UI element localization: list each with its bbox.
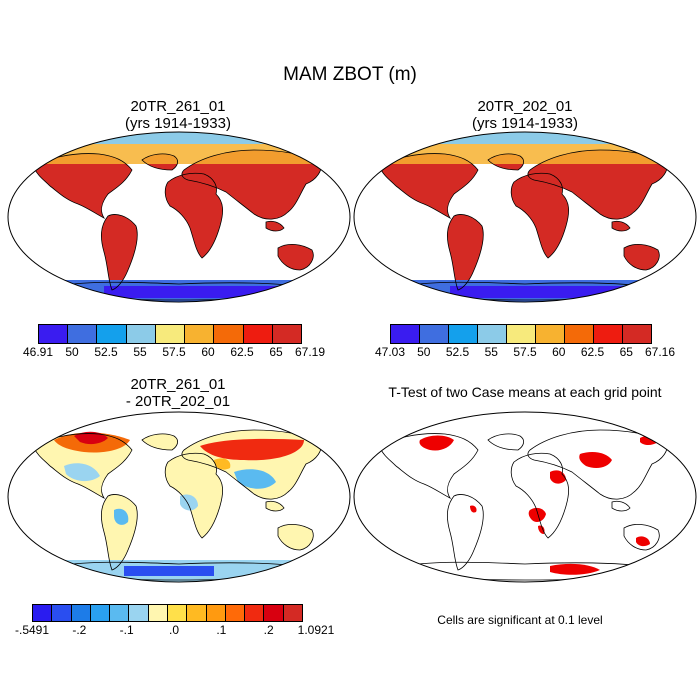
map-border (7, 131, 351, 303)
colorbar-swatch (96, 324, 127, 344)
colorbar-label: 57.5 (162, 345, 186, 359)
colorbar-label: 60 (201, 345, 215, 359)
panel-title-case2: 20TR_202_01 (yrs 1914-1933) (385, 98, 665, 132)
colorbar-label: 52.5 (445, 345, 470, 359)
map-border (353, 411, 697, 583)
colorbar-case1-labels: 46.91 50 52.5 55 57.5 60 62.5 65 67.19 (23, 345, 325, 361)
colorbar-label: 62.5 (580, 345, 605, 359)
colorbar-label: -.1 (119, 623, 134, 637)
colorbar-label: 50 (417, 345, 431, 359)
colorbar-swatch (38, 324, 69, 344)
panel-title-case1-line1: 20TR_261_01 (130, 98, 226, 115)
colorbar-swatch (32, 604, 53, 622)
colorbar-label: 1.0921 (297, 623, 335, 637)
panel-title-diff-line2: - 20TR_202_01 (125, 393, 231, 410)
colorbar-swatch (622, 324, 652, 344)
colorbar-label: 67.19 (294, 345, 326, 359)
diff-hot-na (74, 431, 108, 445)
colorbar-label: 47.03 (374, 345, 406, 359)
colorbar-swatch (67, 324, 98, 344)
map-case1 (7, 131, 351, 303)
diff-hot-eurasia (200, 438, 304, 461)
colorbar-case2 (390, 324, 660, 344)
colorbar-diff (32, 604, 316, 622)
colorbar-swatch (205, 604, 226, 622)
panel-title-case2-line2: (yrs 1914-1933) (472, 115, 578, 132)
map-background (354, 412, 696, 582)
colorbar-label: .1 (216, 623, 227, 637)
diff-cool-antarctic (124, 566, 214, 576)
colorbar-label: .2 (263, 623, 274, 637)
map-border (7, 411, 351, 583)
colorbar-swatch (224, 604, 246, 622)
colorbar-label: -.5491 (14, 623, 50, 637)
colorbar-swatch (125, 324, 156, 344)
panel-title-ttest: T-Test of two Case means at each grid po… (388, 384, 662, 400)
colorbar-label: 62.5 (230, 345, 254, 359)
panel-title-diff: 20TR_261_01 - 20TR_202_01 (38, 376, 318, 410)
colorbar-swatch (593, 324, 623, 344)
map-diff (7, 411, 351, 583)
colorbar-diff-labels: -.5491 -.2 -.1 .0 .1 .2 1.0921 (15, 623, 334, 639)
colorbar-label: 46.91 (22, 345, 54, 359)
colorbar-label: 60 (552, 345, 566, 359)
colorbar-swatch (448, 324, 478, 344)
diff-warm-me (214, 458, 231, 470)
colorbar-swatch (535, 324, 565, 344)
colorbar-label: -.2 (72, 623, 87, 637)
colorbar-case2-labels: 47.03 50 52.5 55 57.5 60 62.5 65 67.16 (375, 345, 675, 361)
diff-cool-sa (114, 508, 129, 525)
panel-title-case2-line1: 20TR_202_01 (477, 98, 573, 115)
colorbar-swatch (70, 604, 91, 622)
colorbar-swatch (89, 604, 111, 622)
colorbar-label: 65 (269, 345, 283, 359)
colorbar-swatch (186, 604, 207, 622)
colorbar-label: 55 (484, 345, 498, 359)
colorbar-swatch (477, 324, 507, 344)
colorbar-swatch (109, 604, 130, 622)
colorbar-swatch (244, 604, 265, 622)
map-border (353, 131, 697, 303)
panel-title-diff-line1: 20TR_261_01 (130, 376, 226, 393)
colorbar-label: 52.5 (94, 345, 118, 359)
map-case2 (353, 131, 697, 303)
colorbar-swatch (282, 604, 303, 622)
colorbar-swatch (242, 324, 273, 344)
map-ttest (353, 411, 697, 583)
diff-cool-na (64, 463, 100, 482)
panel-title-case1-line2: (yrs 1914-1933) (125, 115, 231, 132)
diff-cool-asia (234, 469, 276, 489)
colorbar-swatch (147, 604, 168, 622)
colorbar-label: 67.16 (644, 345, 676, 359)
colorbar-case1 (38, 324, 310, 344)
colorbar-swatch (184, 324, 215, 344)
significance-note: Cells are significant at 0.1 level (437, 613, 603, 627)
colorbar-swatch (51, 604, 72, 622)
colorbar-label: 50 (65, 345, 79, 359)
colorbar-swatch (390, 324, 420, 344)
colorbar-swatch (263, 604, 284, 622)
colorbar-label: .0 (168, 623, 180, 637)
panel-title-case1: 20TR_261_01 (yrs 1914-1933) (38, 98, 318, 132)
colorbar-swatch (564, 324, 594, 344)
colorbar-swatch (506, 324, 536, 344)
colorbar-swatch (166, 604, 188, 622)
colorbar-swatch (271, 324, 302, 344)
colorbar-swatch (154, 324, 186, 344)
colorbar-label: 57.5 (513, 345, 537, 359)
colorbar-label: 65 (619, 345, 633, 359)
colorbar-swatch (213, 324, 244, 344)
figure-title: MAM ZBOT (m) (283, 64, 417, 85)
colorbar-swatch (419, 324, 449, 344)
colorbar-swatch (128, 604, 149, 622)
colorbar-label: 55 (133, 345, 147, 359)
